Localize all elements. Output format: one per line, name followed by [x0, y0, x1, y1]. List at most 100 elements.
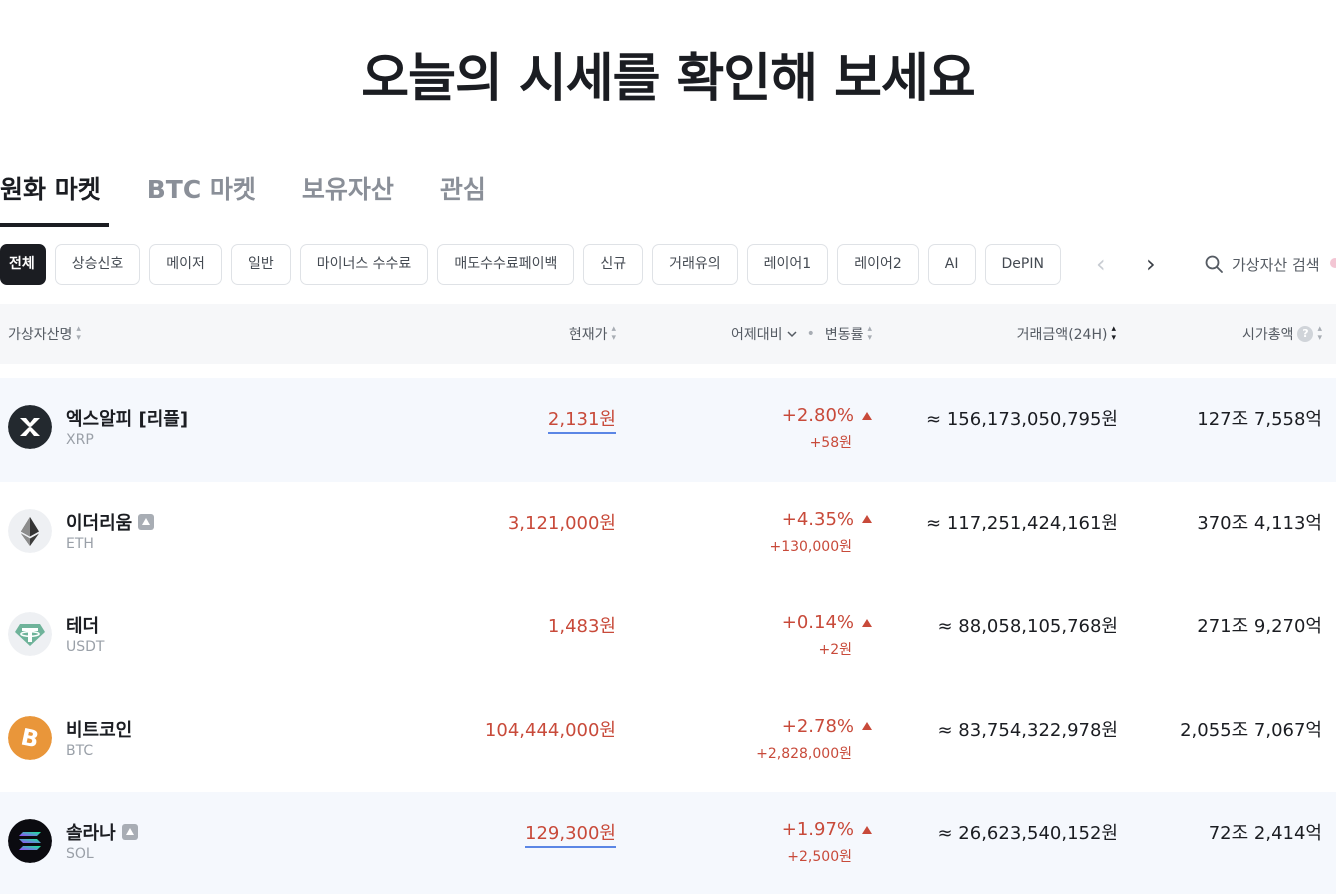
change-amount: +2,500원: [787, 849, 852, 865]
search-label: 가상자산 검색: [1232, 255, 1320, 274]
market-tabs: 원화 마켓 BTC 마켓 보유자산 관심: [0, 170, 532, 228]
coin-symbol: BTC: [66, 742, 94, 759]
market-cap: 127조 7,558억: [1197, 409, 1322, 430]
change-amount: +2,828,000원: [756, 745, 852, 762]
filter-chip-all[interactable]: 전체: [0, 244, 46, 285]
coin-name[interactable]: 솔라나: [66, 819, 138, 845]
change-amount: +58원: [809, 435, 852, 451]
filter-chip-layer1[interactable]: 레이어1: [746, 244, 829, 285]
sort-icon: ▴ ▾: [1317, 324, 1322, 343]
filter-chip-layer2[interactable]: 레이어2: [837, 244, 919, 285]
change-rate: +0.14%: [782, 612, 872, 633]
table-row[interactable]: 솔라나 SOL 129,300원 +1.97% +2,500원 ≈ 26,623…: [0, 792, 1336, 894]
coin-name[interactable]: 테더: [66, 612, 99, 638]
col-market-cap-label: 시가총액: [1241, 327, 1294, 343]
coin-name[interactable]: 비트코인: [66, 716, 132, 742]
change-rate-text: +2.78%: [781, 715, 854, 737]
filter-chip-sell-fee-payback[interactable]: 매도수수료페이백: [437, 244, 575, 285]
tab-krw-market[interactable]: 원화 마켓: [0, 170, 109, 228]
filter-chip-major[interactable]: 메이저: [149, 244, 222, 285]
separator-dot: •: [806, 326, 815, 342]
coin-symbol: ETH: [66, 535, 94, 552]
btc-logo-icon: B: [8, 715, 52, 760]
market-cap: 2,055조 7,067억: [1180, 719, 1322, 741]
tab-btc-market[interactable]: BTC 마켓: [146, 175, 256, 204]
filter-chip-caution[interactable]: 거래유의: [652, 244, 738, 285]
chip-fade-overlay: [1085, 244, 1175, 286]
tab-holdings[interactable]: 보유자산: [301, 175, 394, 204]
change-rate-text: +2.80%: [781, 405, 854, 426]
col-header-name[interactable]: 가상자산명 ▴ ▾: [8, 324, 81, 344]
coin-symbol: SOL: [66, 846, 94, 862]
filter-chip-general[interactable]: 일반: [230, 244, 291, 285]
coin-name-text: 비트코인: [66, 719, 133, 741]
coin-symbol: USDT: [66, 639, 105, 655]
change-rate: +1.97%: [782, 819, 872, 840]
change-rate-text: +4.35%: [781, 508, 854, 530]
filter-chip-negative-fee[interactable]: 마이너스 수수료: [299, 244, 429, 285]
chevron-down-icon[interactable]: [787, 329, 797, 339]
up-arrow-icon: [862, 825, 872, 834]
change-rate: +2.80%: [782, 405, 872, 426]
filter-chip-new[interactable]: 신규: [583, 244, 644, 285]
search-icon: [1205, 255, 1223, 273]
filter-chip-ai[interactable]: AI: [927, 244, 976, 285]
change-rate-text: +0.14%: [781, 612, 854, 633]
table-row[interactable]: 이더리움 ETH 3,121,000원 +4.35% +130,000원 ≈ 1…: [0, 482, 1336, 586]
up-arrow-icon: [862, 515, 872, 523]
col-header-volume[interactable]: 거래금액(24H) ▴ ▾: [1017, 324, 1116, 344]
market-cap: 271조 9,270억: [1197, 616, 1322, 637]
change-basis-select[interactable]: 어제대비: [731, 327, 783, 343]
trade-volume: ≈ 26,623,540,152원: [937, 823, 1118, 844]
svg-text:B: B: [19, 724, 42, 753]
coin-name-text: 이더리움: [66, 512, 133, 534]
sol-logo-icon: [8, 819, 52, 863]
tab-watchlist[interactable]: 관심: [439, 175, 486, 204]
change-rate: +2.78%: [782, 716, 872, 737]
chevron-right-icon[interactable]: ›: [1146, 250, 1156, 278]
table-row[interactable]: B 비트코인 BTC 104,444,000원 +2.78% +2,828,00…: [0, 689, 1336, 793]
table-header: 가상자산명 ▴ ▾ 현재가 ▴ ▾ 어제대비 • 변동률 ▴ ▾ 거래금액(24H) …: [0, 304, 1336, 364]
col-header-market-cap[interactable]: 시가총액 ? ▴ ▾: [1242, 324, 1322, 344]
col-price-label: 현재가: [568, 327, 608, 343]
coin-name-text: 테더: [66, 616, 100, 637]
sort-desc-icon: ▴ ▾: [1111, 324, 1116, 343]
trade-volume: ≈ 156,173,050,795원: [926, 409, 1118, 430]
asset-search[interactable]: 가상자산 검색: [1204, 249, 1320, 279]
sort-icon: ▴ ▾: [611, 324, 616, 343]
help-icon[interactable]: ?: [1297, 326, 1314, 342]
coin-name[interactable]: 엑스알피 [리플]: [66, 405, 188, 431]
filter-chip-rising-signal[interactable]: 상승신호: [54, 244, 141, 285]
side-floating-icon[interactable]: [1330, 258, 1336, 268]
current-price: 129,300원: [525, 819, 616, 848]
col-change-rate-label: 변동률: [824, 327, 864, 343]
change-rate: +4.35%: [782, 509, 872, 530]
page-title: 오늘의 시세를 확인해 보세요: [361, 49, 975, 109]
col-header-change[interactable]: 어제대비 • 변동률 ▴ ▾: [731, 324, 872, 344]
col-name-label: 가상자산명: [8, 327, 73, 343]
filter-chip-bar: 전체 상승신호 메이저 일반 마이너스 수수료 매도수수료페이백 신규 거래유의…: [0, 244, 1175, 286]
market-cap: 370조 4,113억: [1197, 512, 1322, 534]
change-rate-text: +1.97%: [781, 819, 854, 840]
current-price: 104,444,000원: [484, 719, 616, 741]
trade-volume: ≈ 117,251,424,161원: [926, 512, 1118, 534]
filter-chip-depin[interactable]: DePIN: [984, 244, 1061, 285]
chevron-left-icon[interactable]: ‹: [1096, 250, 1106, 278]
usdt-logo-icon: [8, 612, 52, 656]
current-price: 2,131원: [547, 405, 616, 434]
col-volume-label: 거래금액(24H): [1016, 327, 1108, 343]
up-arrow-icon: [862, 618, 872, 627]
table-row[interactable]: 엑스알피 [리플] XRP 2,131원 +2.80% +58원 ≈ 156,1…: [0, 378, 1336, 482]
current-price: 3,121,000원: [507, 512, 616, 534]
up-arrow-icon: [862, 722, 872, 730]
table-row[interactable]: 테더 USDT 1,483원 +0.14% +2원 ≈ 88,058,105,7…: [0, 585, 1336, 689]
caution-badge-icon: [138, 513, 155, 530]
trade-volume: ≈ 83,754,322,978원: [937, 719, 1118, 741]
coin-name-text: 솔라나: [66, 823, 116, 844]
market-cap: 72조 2,414억: [1208, 823, 1322, 844]
coin-name[interactable]: 이더리움: [66, 509, 155, 535]
change-amount: +130,000원: [769, 538, 852, 555]
col-header-price[interactable]: 현재가 ▴ ▾: [569, 324, 616, 344]
coin-table-body: 엑스알피 [리플] XRP 2,131원 +2.80% +58원 ≈ 156,1…: [0, 378, 1336, 894]
current-price: 1,483원: [547, 616, 616, 637]
